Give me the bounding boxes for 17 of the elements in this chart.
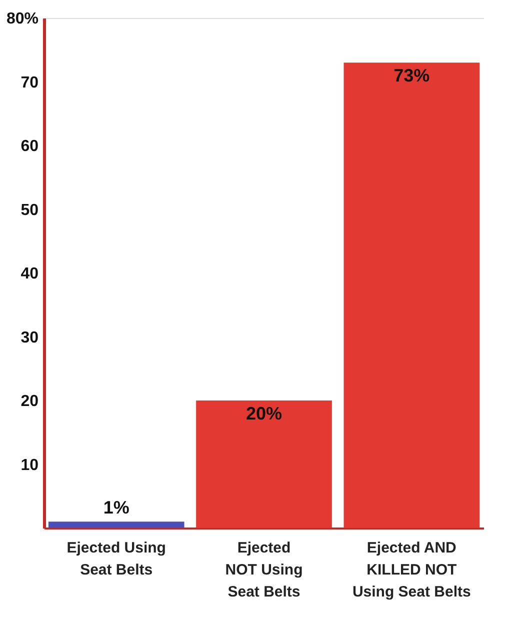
y-tick-label: 30 bbox=[20, 329, 39, 346]
y-tick-label: 50 bbox=[20, 202, 39, 219]
x-tick-label: Ejected Using Seat Belts bbox=[66, 540, 166, 578]
y-tick-label: 70 bbox=[20, 74, 39, 92]
x-tick-label: Ejected NOT Using Seat Belts bbox=[225, 540, 303, 600]
y-tick-label: 20 bbox=[20, 393, 39, 410]
y-tick-label: 80% bbox=[6, 10, 38, 28]
bar bbox=[196, 400, 332, 528]
x-tick-label: Ejected AND KILLED NOT Using Seat Belts bbox=[352, 540, 471, 600]
data-label: 73% bbox=[394, 66, 430, 86]
y-tick-label: 40 bbox=[20, 266, 39, 282]
bar bbox=[344, 62, 480, 528]
y-tick-label: 10 bbox=[20, 456, 39, 474]
data-label: 1% bbox=[103, 498, 130, 518]
bar bbox=[48, 522, 184, 528]
y-tick-label: 60 bbox=[20, 138, 39, 155]
data-label: 20% bbox=[246, 404, 282, 424]
